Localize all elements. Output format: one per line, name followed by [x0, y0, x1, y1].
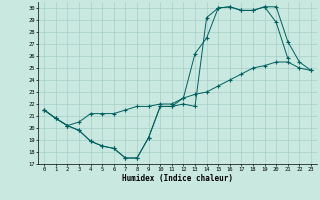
X-axis label: Humidex (Indice chaleur): Humidex (Indice chaleur) — [122, 174, 233, 183]
